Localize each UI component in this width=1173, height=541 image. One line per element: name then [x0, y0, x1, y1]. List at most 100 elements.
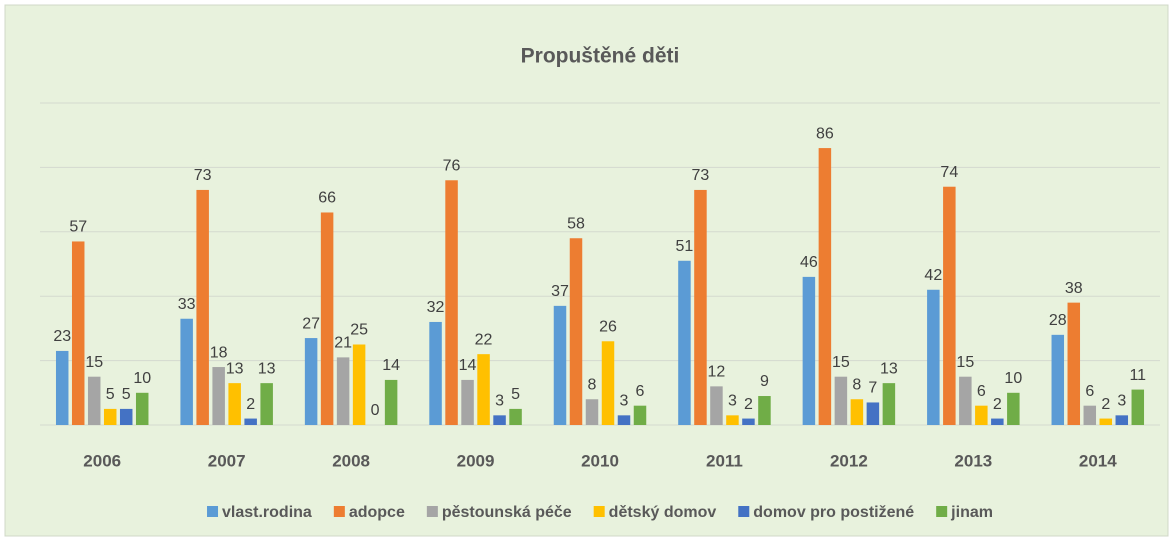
legend-swatch — [333, 506, 345, 517]
bar — [429, 321, 442, 425]
bar — [352, 344, 366, 425]
legend-label: jinam — [950, 504, 993, 521]
bar — [336, 357, 350, 425]
data-label: 3 — [495, 393, 504, 410]
data-label: 9 — [760, 373, 769, 390]
bar — [445, 180, 458, 425]
legend-label: domov pro postižené — [753, 504, 914, 521]
bar — [1007, 392, 1020, 425]
data-label: 38 — [1065, 280, 1083, 297]
bar — [71, 241, 85, 425]
bar — [678, 260, 691, 425]
data-label: 13 — [226, 360, 244, 377]
data-label: 12 — [708, 364, 726, 381]
data-label: 33 — [178, 296, 196, 313]
data-label: 8 — [588, 376, 597, 393]
legend-swatch — [738, 506, 750, 517]
data-label: 2 — [246, 396, 255, 413]
bar — [1067, 302, 1081, 425]
bar — [477, 354, 490, 425]
data-label: 13 — [258, 360, 276, 377]
bar — [553, 305, 567, 425]
bar — [850, 399, 864, 425]
x-tick-label: 2012 — [830, 451, 868, 470]
data-label: 73 — [194, 167, 212, 184]
data-label: 57 — [69, 219, 87, 236]
data-label: 3 — [1117, 393, 1126, 410]
bar — [758, 396, 771, 425]
data-label: 8 — [852, 376, 861, 393]
bar — [802, 276, 816, 425]
bar — [742, 418, 755, 425]
data-label: 13 — [880, 360, 898, 377]
bar — [927, 289, 940, 425]
data-label: 25 — [350, 322, 368, 339]
x-tick-label: 2008 — [332, 451, 370, 470]
data-label: 66 — [318, 190, 336, 207]
data-label: 2 — [744, 396, 753, 413]
data-label: 14 — [382, 357, 400, 374]
legend-label: dětský domov — [609, 504, 717, 521]
x-tick-label: 2010 — [581, 451, 619, 470]
data-label: 6 — [636, 383, 645, 400]
x-tick-label: 2011 — [706, 451, 743, 470]
bar — [1051, 334, 1065, 425]
data-label: 10 — [133, 370, 151, 387]
data-label: 6 — [977, 383, 986, 400]
data-label: 5 — [106, 386, 115, 403]
data-label: 5 — [511, 386, 520, 403]
bar — [384, 379, 398, 425]
bar — [320, 212, 334, 425]
bar — [304, 338, 318, 425]
bar — [228, 383, 241, 425]
bar — [694, 189, 707, 425]
data-label: 51 — [676, 238, 694, 255]
bar — [260, 383, 273, 425]
bar — [834, 376, 848, 425]
bar — [1131, 389, 1145, 425]
data-label: 5 — [122, 386, 131, 403]
legend-label: adopce — [349, 504, 405, 521]
data-label: 15 — [85, 354, 103, 371]
x-tick-label: 2014 — [1079, 451, 1117, 470]
data-label: 2 — [1101, 396, 1110, 413]
bar — [633, 405, 647, 425]
bar — [882, 383, 896, 425]
bar — [975, 405, 988, 425]
data-label: 3 — [728, 393, 737, 410]
bar — [180, 318, 193, 425]
x-tick-label: 2007 — [208, 451, 246, 470]
bar — [866, 402, 880, 425]
data-label: 46 — [800, 254, 818, 271]
data-label: 76 — [443, 157, 461, 174]
data-label: 74 — [940, 164, 958, 181]
bar — [569, 238, 583, 425]
data-label: 42 — [924, 267, 942, 284]
bar — [55, 350, 69, 425]
data-label: 11 — [1129, 367, 1146, 384]
legend-label: pěstounská péče — [442, 504, 572, 521]
data-label: 6 — [1085, 383, 1094, 400]
legend-label: vlast.rodina — [222, 504, 312, 521]
data-label: 27 — [302, 315, 320, 332]
legend-swatch — [426, 506, 438, 517]
data-label: 10 — [1004, 370, 1022, 387]
chart-title: Propuštěné děti — [521, 45, 680, 68]
x-tick-label: 2013 — [954, 451, 992, 470]
bar — [509, 408, 522, 425]
data-label: 18 — [210, 344, 228, 361]
bar — [87, 376, 101, 425]
bar — [1099, 418, 1113, 425]
bar — [585, 399, 599, 425]
legend-swatch — [936, 506, 948, 517]
data-label: 0 — [371, 402, 380, 419]
data-label: 14 — [459, 357, 477, 374]
data-label: 7 — [868, 380, 877, 397]
x-tick-label: 2009 — [457, 451, 495, 470]
bar — [601, 341, 615, 425]
data-label: 32 — [427, 299, 445, 316]
data-label: 2 — [993, 396, 1002, 413]
bar — [959, 376, 972, 425]
data-label: 86 — [816, 125, 834, 142]
